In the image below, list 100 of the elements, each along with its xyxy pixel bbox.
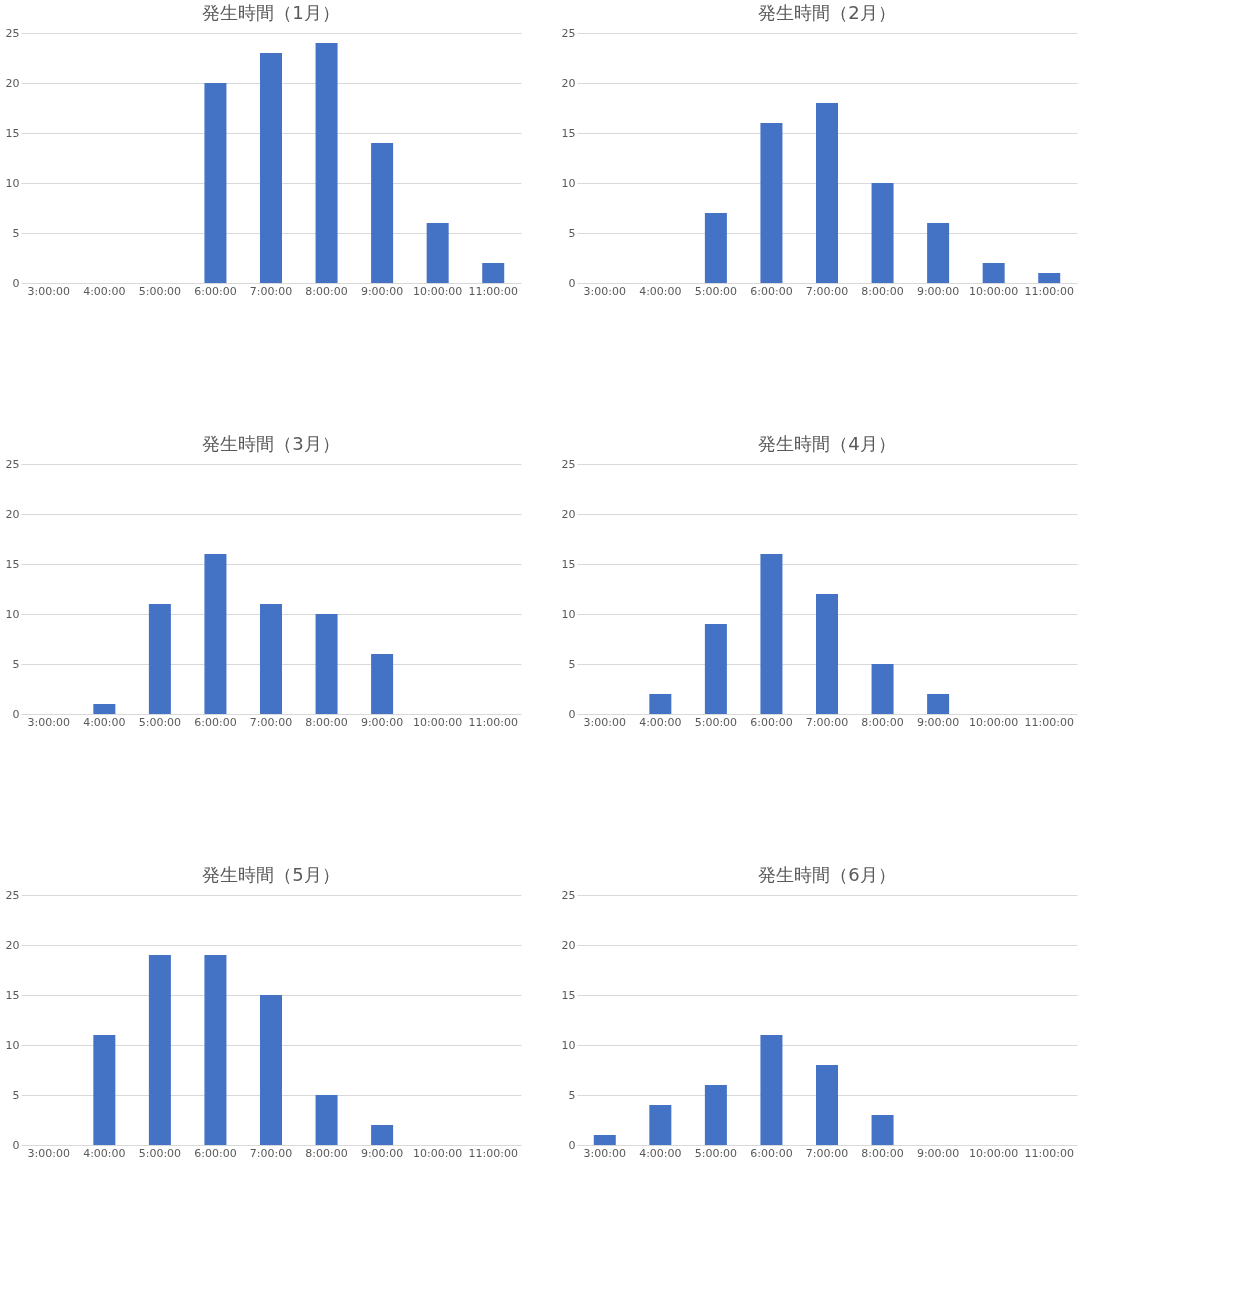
x-tick-label: 9:00:00 xyxy=(360,715,404,729)
y-tick-label: 15 xyxy=(5,126,20,140)
bar xyxy=(204,955,227,1145)
bar xyxy=(982,263,1005,283)
y-tick-label: 10 xyxy=(561,607,576,621)
x-tick-label: 4:00:00 xyxy=(83,715,126,729)
bar xyxy=(371,143,394,283)
y-tick-label: 20 xyxy=(5,507,20,521)
y-tick-label: 25 xyxy=(561,26,576,40)
chart-title: 発生時間（2月） xyxy=(758,2,896,23)
y-tick-label: 25 xyxy=(561,888,576,902)
x-tick-label: 6:00:00 xyxy=(750,715,793,729)
bar xyxy=(927,223,950,283)
bar xyxy=(816,1065,838,1145)
y-tick-label: 15 xyxy=(561,988,576,1002)
x-tick-label: 4:00:00 xyxy=(83,284,126,298)
y-tick-label: 5 xyxy=(568,657,576,671)
x-tick-label: 8:00:00 xyxy=(861,284,904,298)
x-tick-label: 5:00:00 xyxy=(694,284,738,298)
bar xyxy=(315,43,338,283)
x-tick-label: 11:00:00 xyxy=(468,284,518,298)
x-tick-label: 3:00:00 xyxy=(583,715,626,729)
x-tick-label: 11:00:00 xyxy=(1024,715,1074,729)
bar xyxy=(204,83,227,283)
bar xyxy=(816,103,838,283)
x-tick-label: 9:00:00 xyxy=(360,284,404,298)
x-tick-label: 10:00:00 xyxy=(412,1146,463,1160)
y-tick-label: 20 xyxy=(5,938,20,952)
x-tick-label: 6:00:00 xyxy=(750,1146,793,1160)
x-tick-label: 8:00:00 xyxy=(861,1146,904,1160)
x-tick-label: 9:00:00 xyxy=(916,284,960,298)
bar xyxy=(371,1125,394,1145)
y-tick-label: 5 xyxy=(12,657,20,671)
x-tick-label: 6:00:00 xyxy=(750,284,793,298)
y-tick-label: 10 xyxy=(561,1038,576,1052)
x-tick-label: 7:00:00 xyxy=(805,1146,849,1160)
y-tick-label: 10 xyxy=(5,1038,20,1052)
bar xyxy=(871,183,894,283)
bar xyxy=(871,664,894,714)
x-tick-label: 11:00:00 xyxy=(1024,1146,1074,1160)
y-tick-label: 20 xyxy=(561,938,576,952)
bar xyxy=(260,53,282,283)
y-tick-label: 15 xyxy=(561,557,576,571)
x-tick-label: 10:00:00 xyxy=(968,284,1019,298)
y-tick-label: 10 xyxy=(5,607,20,621)
y-tick-label: 15 xyxy=(5,557,20,571)
x-tick-label: 7:00:00 xyxy=(249,284,293,298)
x-tick-label: 8:00:00 xyxy=(861,715,904,729)
bar xyxy=(260,995,282,1145)
bar xyxy=(704,1085,727,1145)
x-tick-label: 8:00:00 xyxy=(305,715,348,729)
bar xyxy=(204,554,227,714)
y-tick-label: 0 xyxy=(12,1138,20,1152)
bar xyxy=(371,654,394,714)
bar xyxy=(148,604,171,714)
x-tick-label: 11:00:00 xyxy=(468,1146,518,1160)
x-tick-label: 11:00:00 xyxy=(1024,284,1074,298)
x-tick-label: 4:00:00 xyxy=(639,284,682,298)
bar xyxy=(649,1105,672,1145)
x-tick-label: 6:00:00 xyxy=(194,715,237,729)
bar xyxy=(148,955,171,1145)
y-tick-label: 5 xyxy=(568,226,576,240)
chart-title: 発生時間（4月） xyxy=(758,433,896,454)
bar xyxy=(482,263,505,283)
x-tick-label: 9:00:00 xyxy=(916,715,960,729)
x-tick-label: 8:00:00 xyxy=(305,284,348,298)
x-tick-label: 3:00:00 xyxy=(27,715,70,729)
bar xyxy=(760,123,783,283)
y-tick-label: 15 xyxy=(5,988,20,1002)
bar xyxy=(927,694,950,714)
x-tick-label: 10:00:00 xyxy=(968,1146,1019,1160)
chart-title: 発生時間（1月） xyxy=(202,2,340,23)
y-tick-label: 20 xyxy=(561,76,576,90)
x-tick-label: 6:00:00 xyxy=(194,284,237,298)
x-tick-label: 7:00:00 xyxy=(249,715,293,729)
y-tick-label: 25 xyxy=(5,26,20,40)
x-tick-label: 5:00:00 xyxy=(694,715,738,729)
bar xyxy=(649,694,672,714)
x-tick-label: 7:00:00 xyxy=(805,284,849,298)
bar xyxy=(1038,273,1061,283)
x-tick-label: 3:00:00 xyxy=(27,284,70,298)
x-tick-label: 5:00:00 xyxy=(138,1146,182,1160)
y-tick-label: 10 xyxy=(5,176,20,190)
y-tick-label: 10 xyxy=(561,176,576,190)
x-tick-label: 4:00:00 xyxy=(639,1146,682,1160)
x-tick-label: 5:00:00 xyxy=(138,284,182,298)
y-tick-label: 0 xyxy=(12,707,20,721)
bar xyxy=(871,1115,894,1145)
y-tick-label: 5 xyxy=(568,1088,576,1102)
bar xyxy=(704,213,727,283)
bar xyxy=(93,704,116,714)
y-tick-label: 5 xyxy=(12,1088,20,1102)
x-tick-label: 3:00:00 xyxy=(27,1146,70,1160)
chart-title: 発生時間（6月） xyxy=(758,864,896,885)
chart-title: 発生時間（3月） xyxy=(202,433,340,454)
x-tick-label: 11:00:00 xyxy=(468,715,518,729)
x-tick-label: 4:00:00 xyxy=(639,715,682,729)
x-tick-label: 6:00:00 xyxy=(194,1146,237,1160)
y-tick-label: 0 xyxy=(568,707,576,721)
y-tick-label: 20 xyxy=(5,76,20,90)
